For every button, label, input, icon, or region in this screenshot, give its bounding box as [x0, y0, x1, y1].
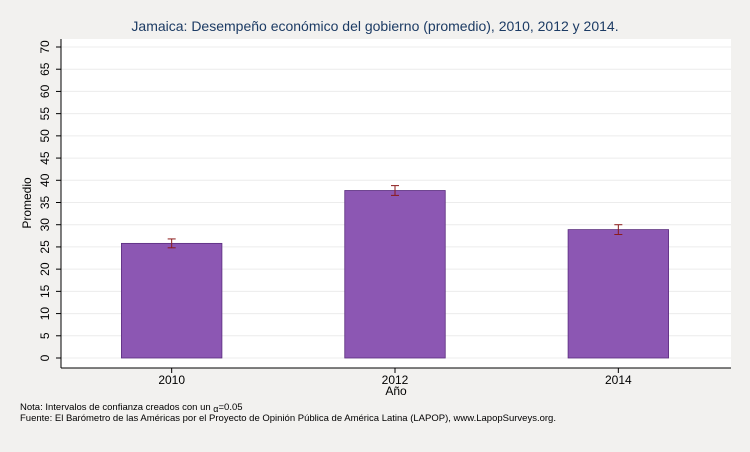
y-tick-label: 65 — [38, 62, 52, 76]
y-tick-label: 35 — [38, 196, 52, 210]
x-tick-label: 2010 — [158, 373, 185, 387]
confidence-note: Nota: Intervalos de confianza creados co… — [20, 402, 243, 414]
y-tick-label: 60 — [38, 84, 52, 98]
y-tick-label: 55 — [38, 107, 52, 121]
chart-title: Jamaica: Desempeño económico del gobiern… — [131, 18, 618, 34]
y-ticks: 0 5 10 15 20 25 30 35 40 45 50 55 60 65 70 — [38, 40, 61, 361]
bar-2012 — [344, 190, 446, 359]
y-tick-label: 25 — [38, 240, 52, 254]
y-tick-label: 45 — [38, 151, 52, 165]
y-tick-label: 15 — [38, 284, 52, 298]
source-note: Fuente: El Barómetro de las Américas por… — [20, 413, 556, 424]
y-tick-label: 0 — [38, 354, 52, 361]
y-tick-label: 30 — [38, 218, 52, 232]
x-tick-label: 2014 — [605, 373, 632, 387]
y-tick-label: 50 — [38, 129, 52, 143]
error-bar-2010 — [167, 238, 176, 249]
y-tick-label: 40 — [38, 173, 52, 187]
alpha-value: =0.05 — [219, 402, 243, 413]
alpha-symbol: α — [213, 404, 218, 414]
error-bar-2014 — [614, 224, 623, 235]
x-tick-label: 2012 — [382, 373, 409, 387]
error-bars — [167, 185, 623, 249]
error-bar-2012 — [391, 185, 399, 196]
x-ticks: 2010 2012 2014 — [158, 368, 632, 387]
bars — [121, 190, 669, 359]
x-axis-label: Año — [385, 384, 407, 398]
bar-2014 — [567, 229, 669, 359]
note-prefix: Nota: Intervalos de confianza creados co… — [20, 402, 213, 413]
y-axis-label: Promedio — [20, 177, 34, 229]
y-tick-label: 70 — [38, 40, 52, 54]
y-tick-label: 5 — [38, 332, 52, 339]
y-tick-label: 10 — [38, 307, 52, 321]
y-tick-label: 20 — [38, 262, 52, 276]
bar-2010 — [121, 242, 223, 359]
